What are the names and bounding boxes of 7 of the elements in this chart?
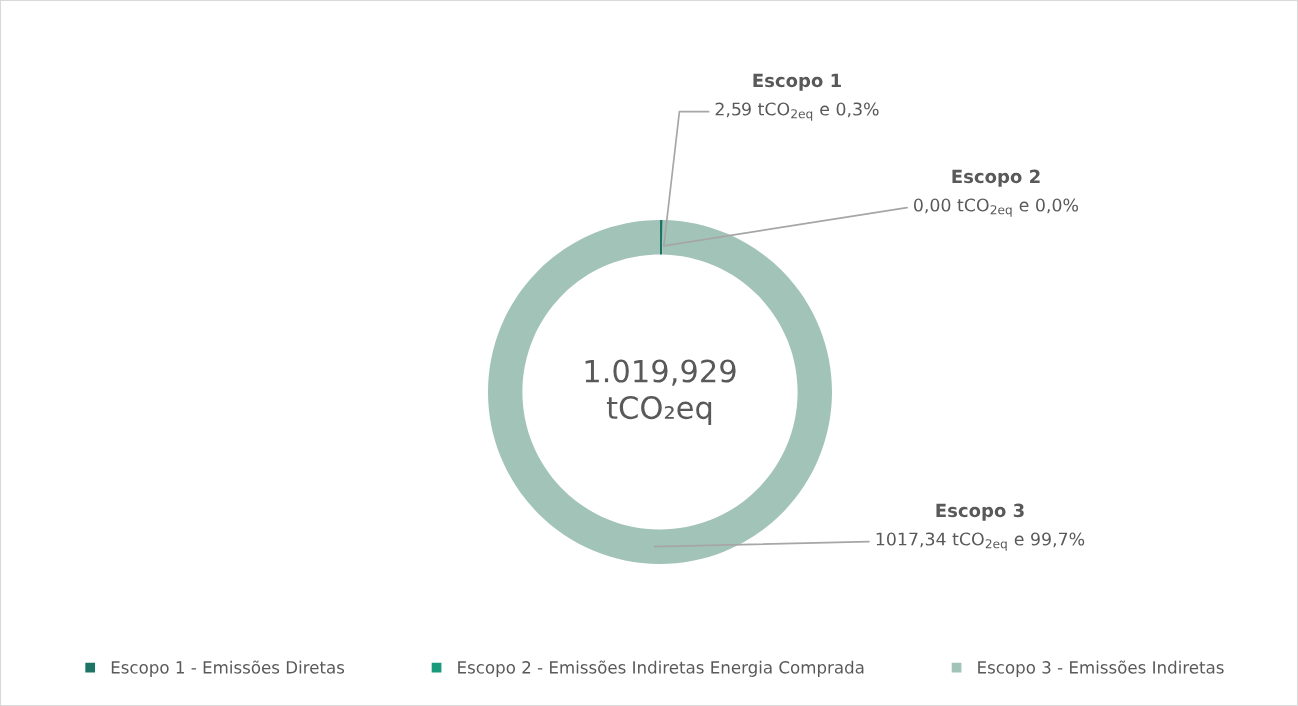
legend-label: Escopo 3 - Emissões Indiretas: [978, 660, 1224, 677]
data-label: Escopo 1 2,59 tCO$_{2eq}$ e 0,3%: [715, 73, 879, 121]
legend-label: Escopo 2 - Emissões Indiretas Energia Comprada: [458, 660, 864, 677]
legend-label: Escopo 1 - Emissões Diretas: [111, 660, 345, 677]
data-label: Escopo 3 1017,34 tCO$_{2eq}$ e 99,7%: [876, 503, 1085, 551]
text: Escopo 2 0,00 tCO$_{2eq}$ e 0,0%: [913, 169, 1079, 217]
text: 1.019,929 tCO₂eq: [585, 359, 736, 426]
